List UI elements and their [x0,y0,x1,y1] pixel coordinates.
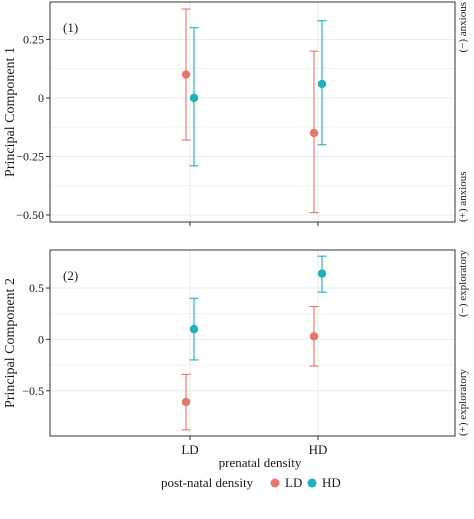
legend-label-LD: LD [285,475,302,490]
data-point-HD [317,269,327,278]
y-axis-label: Principal Component 2 [3,278,18,408]
panel-border [49,1,456,223]
data-point-LD [309,332,319,341]
legend-title: post-natal density [161,475,254,490]
legend: post-natal density LD HD [161,475,341,490]
right-top-annotation: (−) anxious [457,2,469,53]
right-bottom-annotation: (+) exploratory [457,369,469,436]
panel-1: 0.25 0 −0.25 −0.50 (1) Principal Component 1 (… [3,1,469,226]
x-axis-label: prenatal density [219,455,302,470]
y-tick-label: −0.5 [22,384,44,398]
panel-label: (2) [63,268,78,283]
data-point-LD [181,397,191,407]
data-point-LD [309,128,319,138]
panel-label: (1) [63,20,78,35]
panel-background [50,2,455,222]
y-tick-label: −0.50 [16,208,44,222]
right-top-annotation: (−) exploratory [457,250,469,317]
y-tick-label: 0.25 [23,32,44,46]
legend-label-HD: HD [322,475,341,490]
panels: 0.250−0.25−0.50(1)Principal Component 1(… [3,1,469,457]
legend-key-LD [270,478,280,488]
data-point-HD [317,79,327,89]
data-point-LD [181,70,191,79]
y-tick-label: 0 [38,332,44,346]
y-tick-label: 0 [38,91,44,105]
x-tick-label-HD: HD [309,442,328,457]
y-axis-label: Principal Component 1 [3,47,18,177]
legend-key-HD [307,478,317,488]
x-tick-label-LD: LD [181,442,198,457]
panel-background [50,250,455,436]
y-tick-label: −0.25 [16,149,44,163]
right-bottom-annotation: (+) anxious [457,172,469,223]
data-point-HD [189,324,199,334]
panel-border [49,249,456,437]
panel-2: 0.5 0 −0.5 (2) Principal Component 2 (−) expl… [3,249,469,440]
y-tick-label: 0.5 [29,281,44,295]
data-point-HD [189,93,199,103]
